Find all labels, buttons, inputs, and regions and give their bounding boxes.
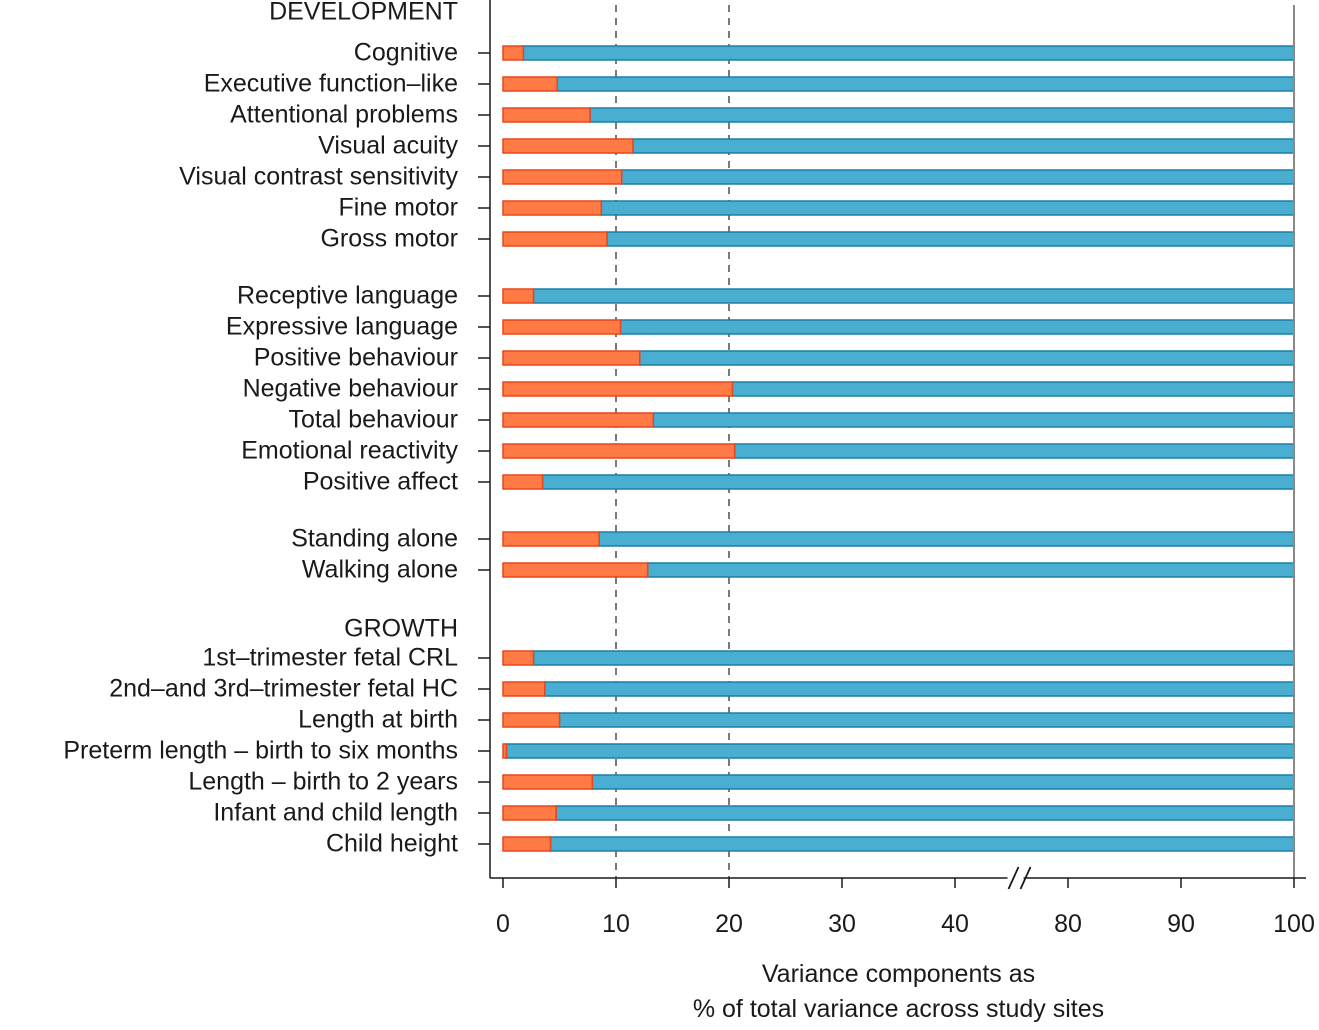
bar-between-infant-and-child-length	[502, 805, 557, 821]
bar-between-expressive-language	[502, 319, 622, 335]
bar-between-positive-behaviour	[502, 350, 641, 366]
bar-within-positive-affect	[541, 474, 1295, 490]
bar-between-total-behaviour	[502, 412, 655, 428]
category-label-cognitive: Cognitive	[354, 39, 458, 67]
bar-within-2nd-and-3rd-trimester-fetal-hc	[544, 681, 1295, 697]
category-label-gross-motor: Gross motor	[320, 225, 458, 253]
bar-between-2nd-and-3rd-trimester-fetal-hc	[502, 681, 546, 697]
x-tick-label-100: 100	[1273, 910, 1315, 938]
bar-between-positive-affect	[502, 474, 544, 490]
bar-within-child-height	[549, 836, 1295, 852]
bar-within-standing-alone	[598, 531, 1295, 547]
bar-within-cognitive	[522, 45, 1295, 61]
category-label-length-birth-to-2-years: Length – birth to 2 years	[188, 768, 458, 796]
bar-within-infant-and-child-length	[555, 805, 1295, 821]
category-label-infant-and-child-length: Infant and child length	[213, 799, 458, 827]
section-title-development: DEVELOPMENT	[269, 0, 458, 26]
category-label-visual-contrast-sensitivity: Visual contrast sensitivity	[179, 163, 458, 191]
bar-within-visual-contrast-sensitivity	[620, 169, 1295, 185]
bar-between-1st-trimester-fetal-crl	[502, 650, 535, 666]
bar-within-attentional-problems	[589, 107, 1295, 123]
bar-between-preterm-length-birth-to-six-months	[502, 743, 508, 759]
bar-between-attentional-problems	[502, 107, 591, 123]
bar-between-child-height	[502, 836, 552, 852]
category-label-standing-alone: Standing alone	[291, 525, 458, 553]
axis-break-mark-2	[1019, 866, 1032, 890]
bar-between-emotional-reactivity	[502, 443, 736, 459]
bar-between-standing-alone	[502, 531, 600, 547]
category-label-visual-acuity: Visual acuity	[318, 132, 458, 160]
bar-between-length-birth-to-2-years	[502, 774, 594, 790]
category-label-emotional-reactivity: Emotional reactivity	[241, 437, 458, 465]
axes-layer: 0 10 20 30 40 80 90 100 Variance components as % …	[478, 0, 1315, 1023]
bar-within-receptive-language	[532, 288, 1295, 304]
category-label-positive-behaviour: Positive behaviour	[254, 344, 458, 372]
category-label-attentional-problems: Attentional problems	[230, 101, 458, 129]
x-tick-label-90: 90	[1167, 910, 1195, 938]
x-tick-label-80: 80	[1054, 910, 1082, 938]
bar-within-fine-motor	[600, 200, 1295, 216]
category-label-executive-function-like: Executive function–like	[204, 70, 458, 98]
bar-between-negative-behaviour	[502, 381, 734, 397]
bar-between-visual-contrast-sensitivity	[502, 169, 623, 185]
x-tick-label-10: 10	[602, 910, 630, 938]
category-label-walking-alone: Walking alone	[302, 556, 458, 584]
x-axis-title-line-2: % of total variance across study sites	[693, 995, 1104, 1023]
category-label-length-at-birth: Length at birth	[298, 706, 458, 734]
bars-layer	[502, 45, 1295, 852]
category-label-child-height: Child height	[326, 830, 458, 858]
bar-between-executive-function-like	[502, 76, 558, 92]
bar-within-executive-function-like	[556, 76, 1295, 92]
x-axis-title-line-1: Variance components as	[762, 960, 1035, 988]
bar-between-gross-motor	[502, 231, 608, 247]
category-labels: DEVELOPMENT GROWTH Cognitive Executive func…	[63, 0, 458, 858]
category-label-1st-trimester-fetal-crl: 1st–trimester fetal CRL	[202, 644, 458, 672]
bar-within-1st-trimester-fetal-crl	[532, 650, 1295, 666]
x-tick-label-30: 30	[828, 910, 856, 938]
bar-between-receptive-language	[502, 288, 535, 304]
category-label-preterm-length-birth-to-six-months: Preterm length – birth to six months	[63, 737, 458, 765]
bar-within-walking-alone	[646, 562, 1295, 578]
bar-between-length-at-birth	[502, 712, 561, 728]
bar-between-walking-alone	[502, 562, 649, 578]
category-label-2nd-and-3rd-trimester-fetal-hc: 2nd–and 3rd–trimester fetal HC	[109, 675, 458, 703]
bar-within-total-behaviour	[652, 412, 1295, 428]
bar-within-expressive-language	[619, 319, 1295, 335]
bar-within-negative-behaviour	[731, 381, 1295, 397]
bar-between-fine-motor	[502, 200, 603, 216]
bar-within-preterm-length-birth-to-six-months	[505, 743, 1295, 759]
x-tick-label-0: 0	[496, 910, 510, 938]
category-label-total-behaviour: Total behaviour	[288, 406, 458, 434]
bar-between-cognitive	[502, 45, 525, 61]
x-tick-label-40: 40	[941, 910, 969, 938]
x-tick-label-20: 20	[715, 910, 743, 938]
category-label-expressive-language: Expressive language	[226, 313, 458, 341]
bar-within-gross-motor	[606, 231, 1295, 247]
section-title-growth: GROWTH	[344, 615, 458, 643]
bar-within-positive-behaviour	[638, 350, 1295, 366]
bar-within-visual-acuity	[632, 138, 1295, 154]
category-label-positive-affect: Positive affect	[303, 468, 458, 496]
axis-break-mark-1	[1007, 866, 1020, 890]
bar-between-visual-acuity	[502, 138, 634, 154]
bar-within-length-at-birth	[558, 712, 1295, 728]
bar-within-emotional-reactivity	[733, 443, 1295, 459]
category-label-fine-motor: Fine motor	[339, 194, 458, 222]
bar-within-length-birth-to-2-years	[591, 774, 1295, 790]
category-label-receptive-language: Receptive language	[237, 282, 458, 310]
category-label-negative-behaviour: Negative behaviour	[243, 375, 458, 403]
